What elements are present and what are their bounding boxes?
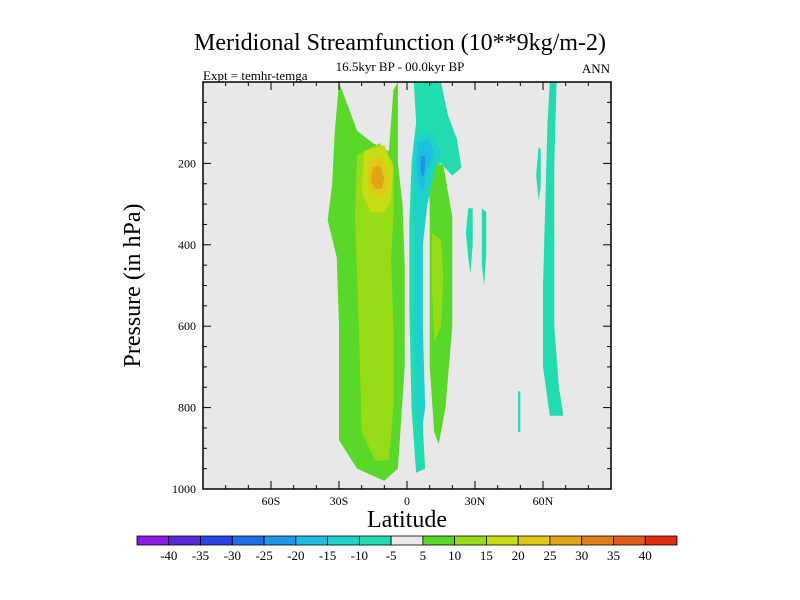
y-tick-label-600: 600 — [178, 319, 196, 333]
contour-region-10 — [420, 155, 426, 178]
colorbar-swatch-4 — [263, 535, 297, 546]
colorbar-label: -30 — [224, 548, 241, 563]
contour-region-11 — [543, 82, 564, 416]
contour-region-8 — [413, 130, 441, 441]
contour-region-1 — [354, 143, 394, 461]
contour-region-13 — [481, 208, 487, 286]
x-tick-label-30N: 30N — [465, 494, 486, 508]
colorbar-label: 5 — [420, 548, 427, 563]
colorbar-label: 20 — [512, 548, 525, 563]
colorbar-swatch-16 — [644, 535, 678, 546]
chart-subtitle: 16.5kyr BP - 00.0kyr BP — [335, 59, 465, 74]
colorbar-swatch-13 — [549, 535, 583, 546]
colorbar-swatch-1 — [168, 535, 201, 546]
colorbar-label: -35 — [192, 548, 209, 563]
colorbar-label: -20 — [287, 548, 304, 563]
contour-fills — [327, 82, 564, 481]
colorbar-label: 25 — [543, 548, 556, 563]
colorbar-label: -15 — [319, 548, 336, 563]
colorbar-swatch-12 — [517, 535, 551, 546]
colorbar-swatch-2 — [200, 535, 233, 546]
y-tick-label-1000: 1000 — [172, 482, 196, 496]
colorbar-swatch-15 — [613, 535, 646, 546]
colorbar-label: 15 — [480, 548, 493, 563]
x-tick-label-60N: 60N — [533, 494, 554, 508]
x-tick-label-0: 0 — [404, 494, 410, 508]
y-tick-label-200: 200 — [178, 156, 196, 170]
colorbar-swatch-11 — [486, 535, 519, 546]
colorbar-swatch-9 — [422, 535, 456, 546]
colorbar-label: 10 — [448, 548, 461, 563]
y-tick-label-800: 800 — [178, 401, 196, 415]
colorbar-swatch-0 — [136, 535, 170, 546]
contour-region-14 — [536, 147, 541, 200]
colorbar-label: -5 — [386, 548, 397, 563]
colorbar-swatch-7 — [358, 535, 392, 546]
colorbar-label: 40 — [639, 548, 652, 563]
expt-annotation: Expt = temhr-temga — [203, 68, 308, 83]
chart-title: Meridional Streamfunction (10**9kg/m-2) — [194, 30, 606, 56]
colorbar-label: -10 — [351, 548, 368, 563]
colorbar-label: 35 — [607, 548, 620, 563]
colorbar-swatch-3 — [231, 535, 265, 546]
y-tick-label-400: 400 — [178, 238, 196, 252]
x-axis-label: Latitude — [367, 507, 447, 533]
x-tick-label-30S: 30S — [330, 494, 349, 508]
colorbar-label: -25 — [255, 548, 272, 563]
colorbar-swatch-10 — [454, 535, 487, 546]
x-tick-label-60S: 60S — [262, 494, 281, 508]
contour-region-15 — [518, 391, 521, 432]
colorbar-label: -40 — [160, 548, 177, 563]
contour-region-9 — [416, 139, 435, 192]
contour-region-12 — [465, 208, 473, 274]
colorbar-swatch-8 — [390, 535, 424, 546]
colorbar-swatch-5 — [295, 535, 328, 546]
season-annotation: ANN — [581, 61, 610, 76]
contour-region-6 — [431, 232, 444, 343]
colorbar-swatch-14 — [581, 535, 614, 546]
colorbar-label: 30 — [575, 548, 588, 563]
y-axis-label: Pressure (in hPa) — [120, 204, 146, 368]
colorbar-swatch-6 — [327, 535, 360, 546]
contour-region-4 — [370, 165, 385, 189]
